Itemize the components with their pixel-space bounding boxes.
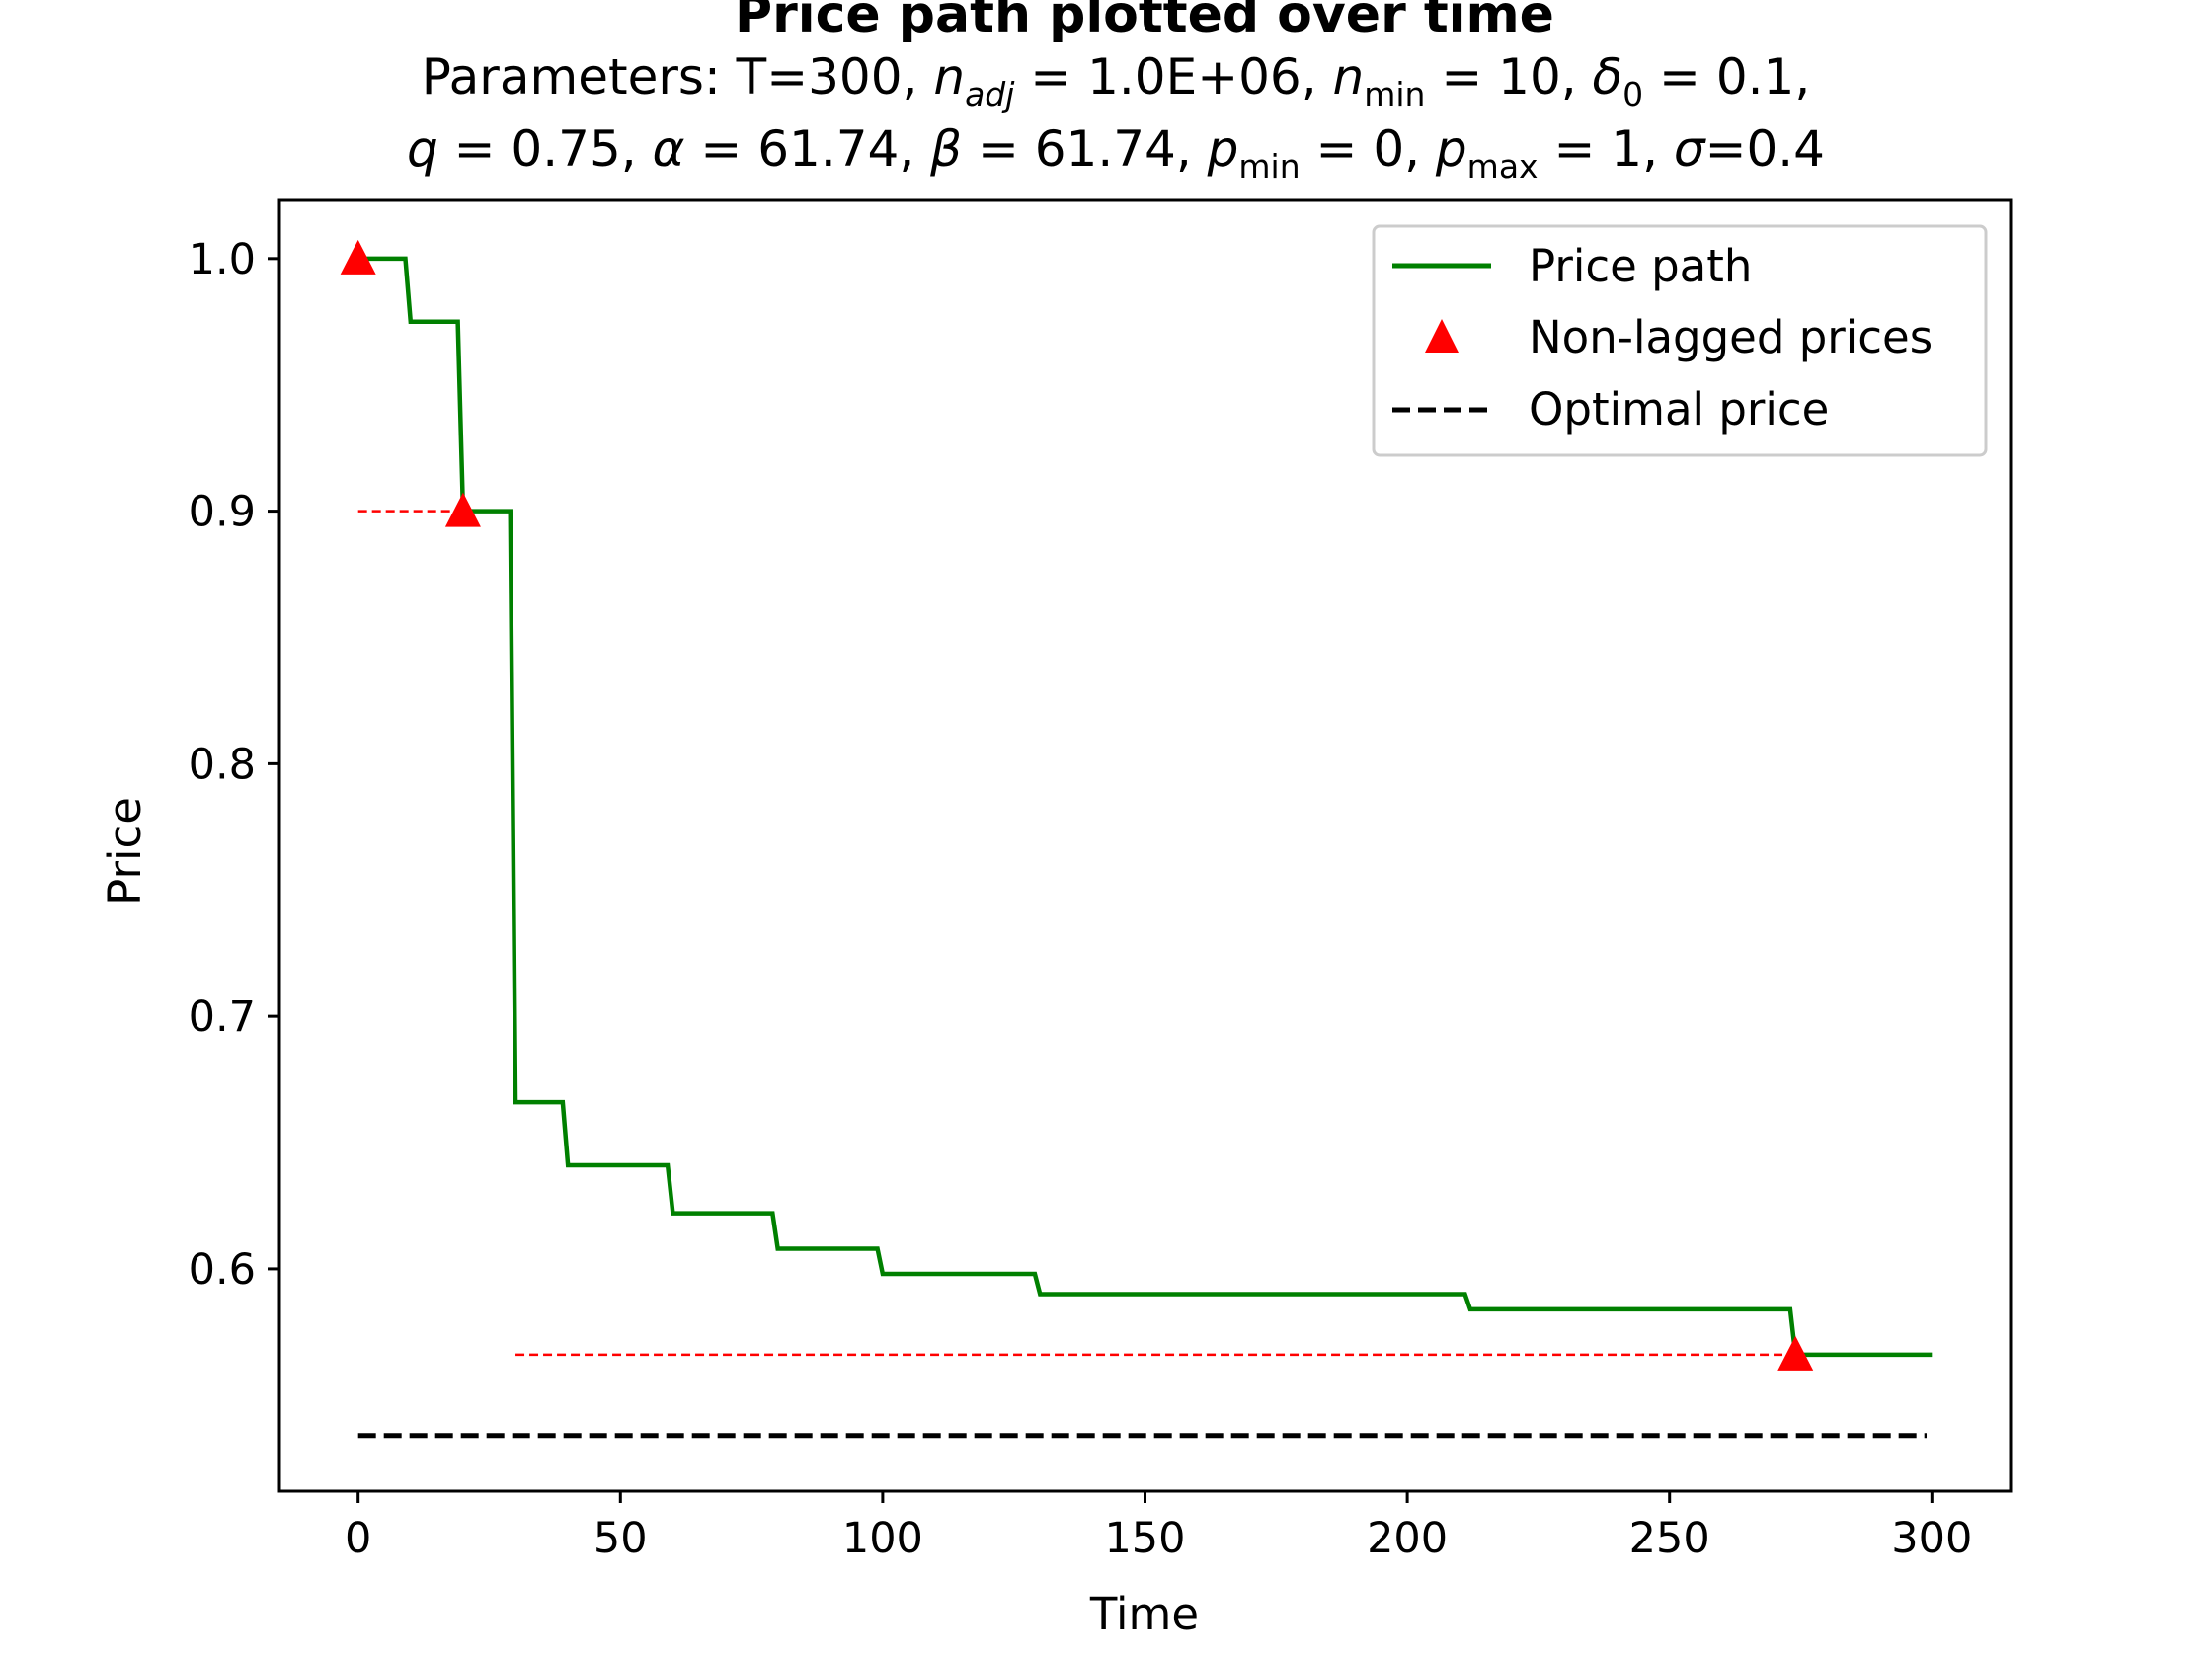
x-tick-label: 300 (1891, 1514, 1972, 1563)
legend: Price path Non-lagged prices Optimal pri… (1372, 224, 1988, 457)
y-tick-label: 1.0 (189, 235, 256, 284)
x-tick-label: 50 (593, 1514, 648, 1563)
y-tick-label: 0.9 (189, 488, 256, 537)
y-tick-label: 0.8 (189, 740, 256, 789)
chart-subtitle-line-2: q = 0.75, α = 61.74, β = 61.74, pmin = 0… (407, 120, 1825, 186)
y-tick-label: 0.7 (189, 992, 256, 1042)
legend-price-path-label: Price path (1529, 240, 1752, 292)
legend-box (1372, 224, 1988, 457)
legend-optimal-label: Optimal price (1529, 383, 1829, 435)
x-axis-ticks: 0 50 100 150 200 250 300 (345, 1491, 1972, 1563)
legend-non-lagged-label: Non-lagged prices (1529, 311, 1933, 363)
chart-subtitle-line-1: Parameters: T=300, nadj = 1.0E+06, nmin … (422, 48, 1810, 114)
x-tick-label: 250 (1629, 1514, 1710, 1563)
non-lagged-price-marker (340, 239, 376, 275)
non-lagged-price-marker (444, 492, 481, 527)
y-tick-label: 0.6 (189, 1245, 256, 1295)
price-path-line (357, 256, 1933, 1358)
legend-non-lagged-swatch (1425, 319, 1459, 353)
y-axis-ticks: 0.6 0.7 0.8 0.9 1.0 (189, 235, 279, 1295)
chart-title: Price path plotted over time (735, 0, 1554, 44)
x-axis-label: Time (1089, 1588, 1199, 1640)
non-lagged-price-marker (1778, 1335, 1814, 1371)
series-group (340, 239, 1933, 1439)
x-tick-label: 150 (1104, 1514, 1185, 1563)
x-tick-label: 0 (345, 1514, 371, 1563)
x-tick-label: 100 (842, 1514, 923, 1563)
y-axis-label: Price (99, 797, 151, 906)
x-tick-label: 200 (1367, 1514, 1448, 1563)
